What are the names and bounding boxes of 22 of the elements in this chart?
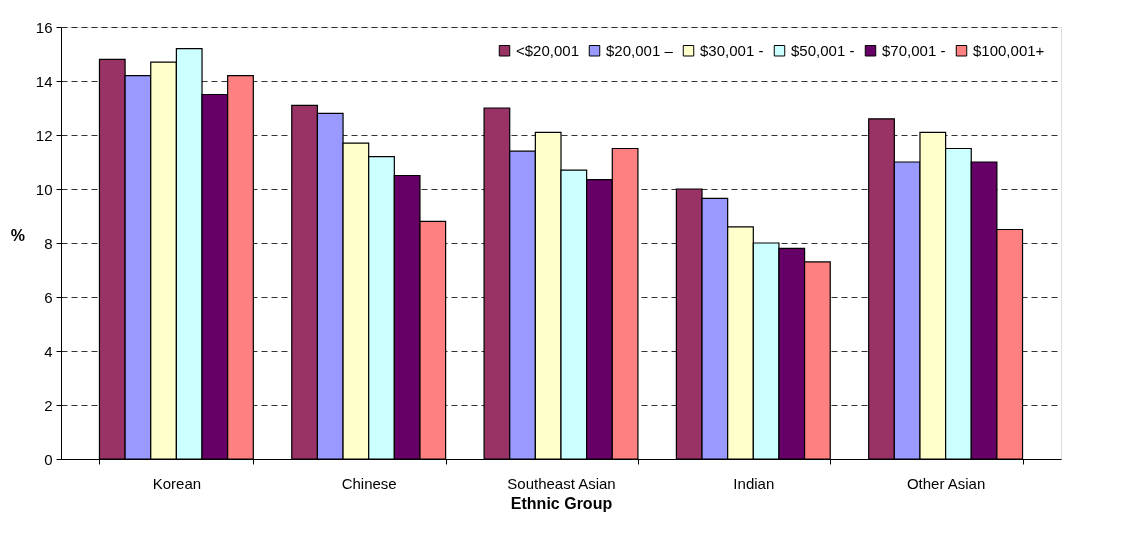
legend-label: $20,001 – bbox=[606, 41, 674, 59]
legend-label: $70,001 - bbox=[882, 41, 946, 59]
legend-label: $50,001 - bbox=[791, 41, 855, 59]
x-axis-title: Ethnic Group bbox=[510, 494, 613, 512]
y-tick-label: 14 bbox=[35, 72, 53, 90]
x-tick-label: Korean bbox=[152, 474, 202, 492]
y-tick-label: 10 bbox=[35, 180, 53, 198]
legend-label: <$20,001 bbox=[516, 41, 579, 59]
x-tick-label: Indian bbox=[733, 474, 775, 492]
y-tick-label: 12 bbox=[35, 126, 53, 144]
legend-label: $30,001 - bbox=[700, 41, 764, 59]
y-tick-label: 4 bbox=[44, 342, 53, 360]
legend-label: $100,001+ bbox=[973, 41, 1045, 59]
x-tick-label: Other Asian bbox=[906, 474, 986, 492]
y-tick-label: 16 bbox=[35, 18, 53, 36]
y-tick-label: 6 bbox=[44, 288, 53, 306]
y-tick-label: 8 bbox=[44, 234, 53, 252]
y-tick-label: 0 bbox=[44, 450, 53, 468]
y-axis-title: % bbox=[10, 226, 25, 244]
y-tick-label: 2 bbox=[44, 396, 53, 414]
x-tick-label: Chinese bbox=[341, 474, 397, 492]
x-tick-label: Southeast Asian bbox=[507, 474, 616, 492]
